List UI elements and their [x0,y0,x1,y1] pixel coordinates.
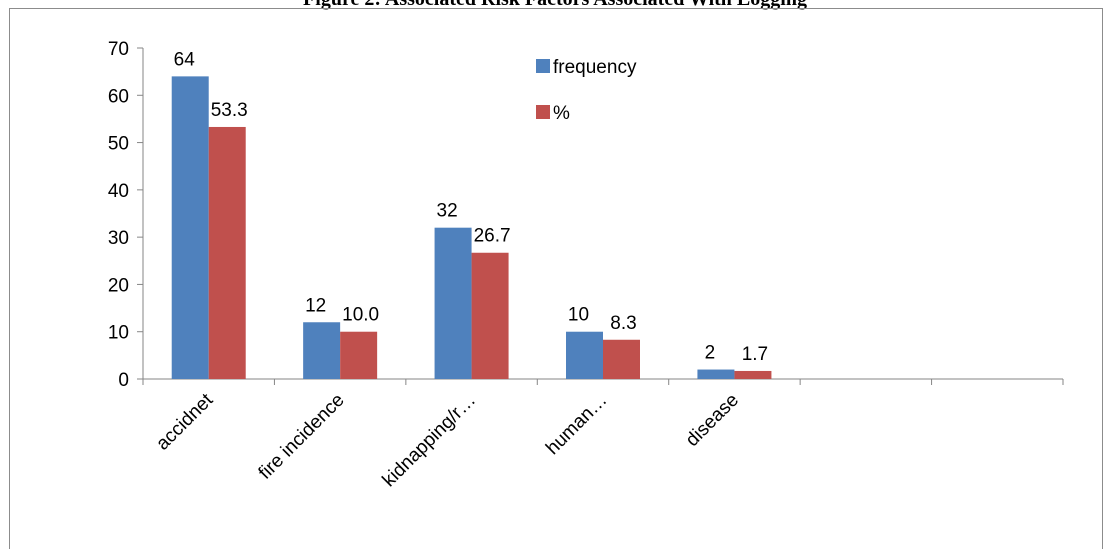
bar-percent [340,331,378,379]
bar-frequency [566,331,603,379]
y-tick-label: 40 [108,181,129,202]
bar-percent [471,252,509,379]
y-tick-label: 60 [108,86,129,107]
legend-swatch-frequency [536,59,550,73]
bar-frequency [434,227,472,379]
legend-label-percent: % [553,103,570,124]
data-label-percent: 1.7 [742,344,768,365]
bar-frequency [697,369,735,379]
bar-frequency [303,322,341,379]
bar-percent [208,126,246,380]
y-tick-label: 30 [108,228,129,249]
data-label-percent: 26.7 [474,226,511,247]
bar-percent [603,339,640,379]
data-label-frequency: 12 [305,295,326,316]
page-title: Figure 2: Associated Risk Factors Associ… [0,0,1110,11]
legend-swatch-percent [536,105,550,119]
data-label-frequency: 64 [174,49,196,70]
y-axis: 0 10 20 30 40 50 60 70 [108,39,144,391]
data-label-percent: 8.3 [610,313,636,334]
data-label-percent: 10.0 [342,305,379,326]
bar-frequency [171,76,209,379]
x-tick-label: human… [542,390,611,459]
legend-label-frequency: frequency [553,57,637,78]
bars [171,76,772,380]
x-tick-label: accidnet [152,389,217,454]
legend: frequency% [536,57,637,124]
y-tick-label: 70 [108,39,129,60]
data-labels: 64 12 32 10 2 53.3 10.0 26.7 8.3 1.7 [174,49,768,365]
y-tick-label: 10 [108,323,129,344]
bar-percent [734,370,772,379]
data-label-percent: 53.3 [211,100,248,121]
data-label-frequency: 10 [568,305,589,326]
x-tick-label: kidnapping/r… [379,390,480,491]
y-tick-label: 0 [118,370,129,391]
y-tick-label: 50 [108,134,129,155]
x-tick-label: disease [682,390,743,451]
chart-frame [9,8,1103,549]
data-label-frequency: 32 [437,201,458,222]
x-tick-label: fire incidence [255,390,349,484]
x-axis: accidnet fire incidence kidnapping/r… human… [142,378,1064,491]
data-label-frequency: 2 [705,343,716,364]
y-tick-label: 20 [108,275,129,296]
